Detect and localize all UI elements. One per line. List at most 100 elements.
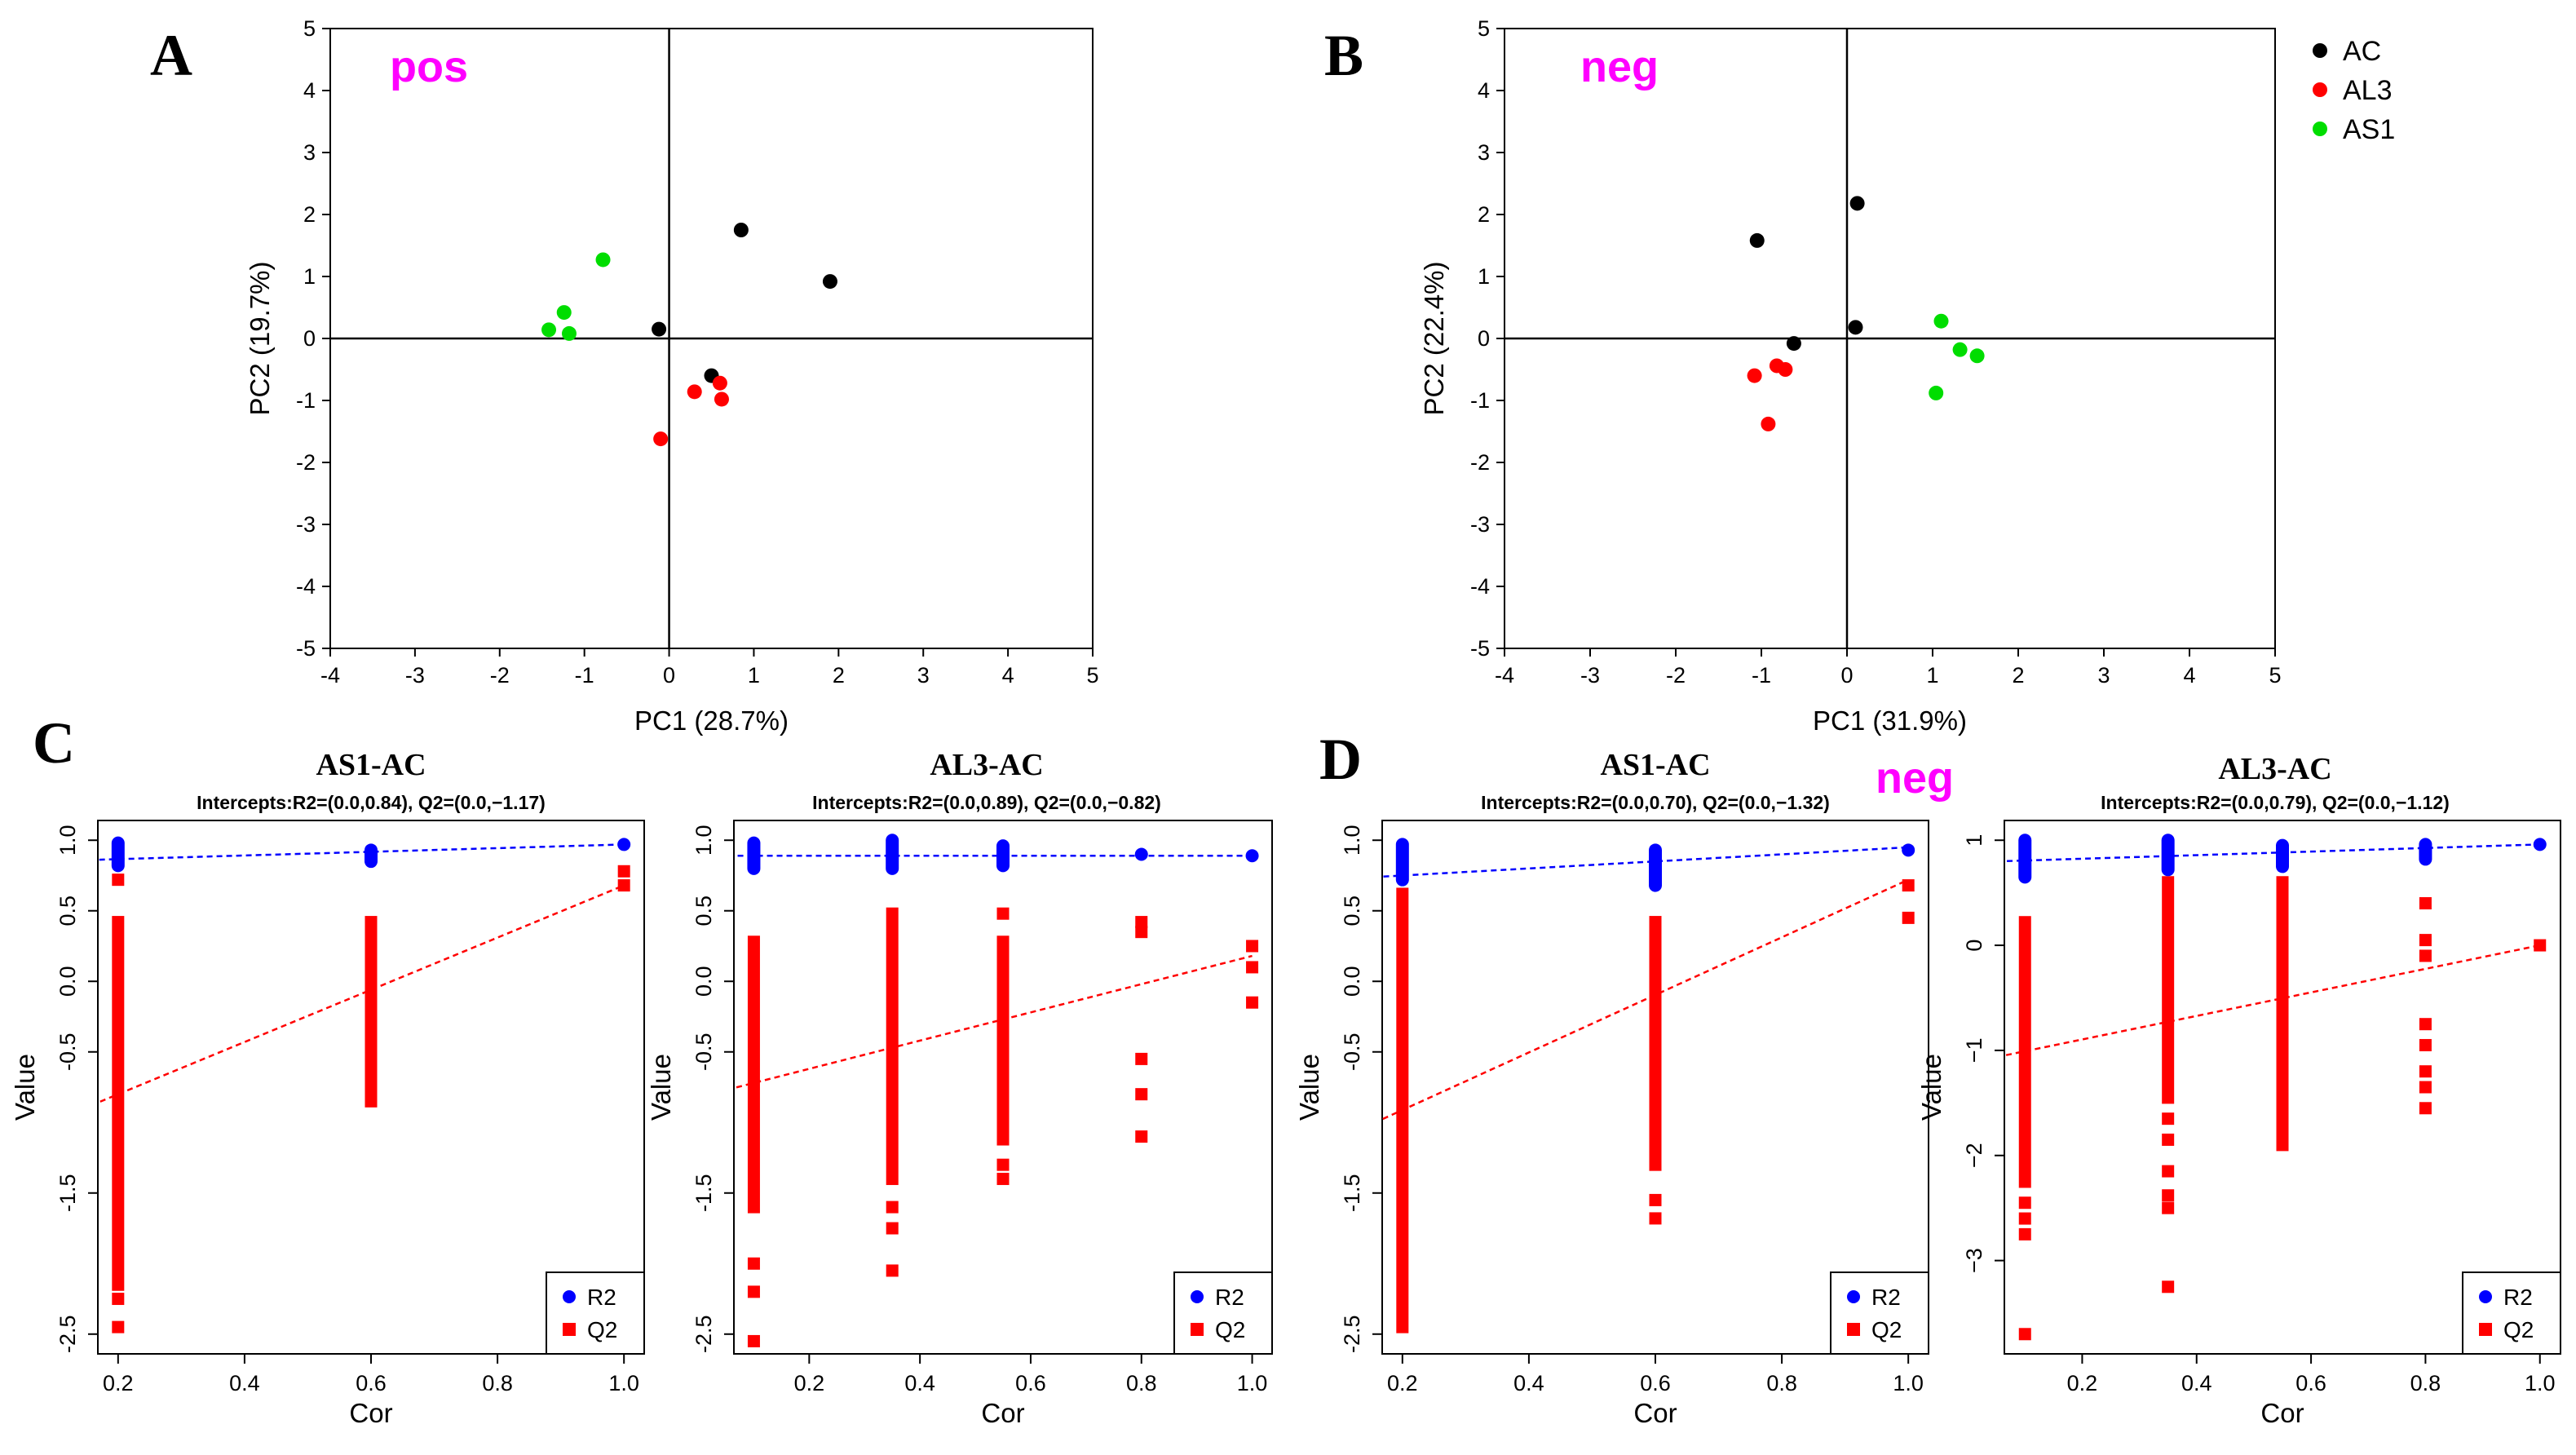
q2-point xyxy=(747,1285,760,1298)
plot-intercepts: Intercepts:R2=(0.0,0.70), Q2=(0.0,−1.32) xyxy=(1481,792,1830,813)
x-tick-label: 3 xyxy=(917,663,930,688)
q2-point-column xyxy=(996,935,1010,1146)
x-tick-label: 0 xyxy=(663,663,675,688)
legend-marker-q2 xyxy=(2479,1323,2492,1336)
q2-point xyxy=(996,1158,1010,1171)
x-axis-label: Cor xyxy=(349,1398,392,1428)
x-tick-label: 0.4 xyxy=(229,1371,260,1395)
legend-box xyxy=(1830,1271,1929,1355)
q2-point xyxy=(996,907,1010,920)
x-tick-label: 0.6 xyxy=(1640,1371,1671,1395)
r2-point-column xyxy=(365,843,378,869)
x-tick-label: 1 xyxy=(748,663,760,688)
permutation-panel-D1: 0.2 0.4 0.6 0.8 1.0 1.0 0.5 0.0 -0.5 -1.5 -2.5 Cor V… xyxy=(1294,727,1929,1428)
r2-point-column xyxy=(2419,838,2432,866)
ion-mode-label: neg xyxy=(1876,754,1954,803)
score-point-as1 xyxy=(1969,348,1985,364)
q2-point xyxy=(2018,1227,2031,1241)
score-point-ac xyxy=(1849,196,1865,211)
score-point-ac xyxy=(1848,320,1863,335)
score-point-ac xyxy=(1786,336,1801,352)
panel-label: D xyxy=(1319,727,1362,792)
legend-label-r2: R2 xyxy=(1215,1285,1244,1310)
q2-point xyxy=(2534,939,2547,952)
legend-marker-as1 xyxy=(2313,122,2327,136)
legend-label-q2: Q2 xyxy=(587,1317,617,1342)
y-tick-label: 0.0 xyxy=(691,966,716,997)
score-point-as1 xyxy=(541,322,557,338)
score-point-as1 xyxy=(1952,342,1968,357)
q2-point xyxy=(886,1264,899,1277)
r2-point-column xyxy=(2018,834,2032,884)
plot-frame xyxy=(733,820,1273,1355)
q2-point-column xyxy=(2276,876,2289,1152)
plot-title: AL3-AC xyxy=(2218,752,2331,786)
y-tick-label: −2 xyxy=(1962,1143,1986,1168)
x-tick-label: 1.0 xyxy=(2525,1371,2556,1395)
q2-point xyxy=(1649,1193,1662,1206)
y-tick-label: -3 xyxy=(1470,512,1490,537)
score-point-al3 xyxy=(712,375,727,391)
plot-title: AL3-AC xyxy=(930,748,1043,782)
r2-point xyxy=(1245,849,1259,863)
y-axis-label: Value xyxy=(1916,1054,1946,1121)
ion-mode-label: neg xyxy=(1580,42,1659,91)
y-tick-label: -1 xyxy=(296,388,316,413)
r2-point-column xyxy=(886,834,899,875)
y-tick-label: 4 xyxy=(303,78,316,103)
score-point-al3 xyxy=(1747,368,1762,383)
q2-point xyxy=(112,1293,125,1306)
q2-point xyxy=(1135,926,1148,939)
legend-marker-r2 xyxy=(563,1290,576,1303)
q2-point xyxy=(2018,1196,2031,1210)
q2-point xyxy=(747,1257,760,1270)
plot-area xyxy=(2004,834,2547,1341)
q2-point xyxy=(2162,1133,2175,1146)
q2-point xyxy=(2162,1280,2175,1294)
legend-marker-r2 xyxy=(1191,1290,1204,1303)
x-axis-label: Cor xyxy=(981,1398,1024,1428)
q2-regression-line xyxy=(2004,944,2540,1057)
q2-point xyxy=(365,1088,378,1101)
y-tick-label: 1 xyxy=(1962,834,1986,847)
q2-point xyxy=(1135,1088,1148,1101)
x-tick-label: 5 xyxy=(1086,663,1098,688)
y-tick-label: -3 xyxy=(296,512,316,537)
x-tick-label: 0.2 xyxy=(794,1371,825,1395)
q2-point xyxy=(1246,996,1259,1009)
x-tick-label: 4 xyxy=(2183,663,2195,688)
r2-point-column xyxy=(747,836,761,875)
panel-label: A xyxy=(150,23,192,88)
x-tick-label: 1.0 xyxy=(1893,1371,1924,1395)
y-tick-label: 0 xyxy=(303,326,316,351)
permutation-panel-C2: 0.2 0.4 0.6 0.8 1.0 1.0 0.5 0.0 -0.5 -1.5 -2.5 Cor V… xyxy=(646,748,1273,1428)
y-tick-label: 3 xyxy=(1478,140,1490,165)
q2-point xyxy=(2419,1018,2432,1031)
x-axis-label: Cor xyxy=(1633,1398,1677,1428)
q2-point xyxy=(1649,1212,1662,1225)
y-tick-label: 5 xyxy=(303,16,316,41)
y-tick-label: -2 xyxy=(296,450,316,475)
ion-mode-label: pos xyxy=(390,42,468,91)
legend-label-r2: R2 xyxy=(2503,1285,2533,1310)
r2-point xyxy=(617,838,631,851)
x-tick-label: -2 xyxy=(490,663,510,688)
y-tick-label: 0 xyxy=(1478,326,1490,351)
x-tick-label: 0.6 xyxy=(2295,1371,2326,1395)
q2-point xyxy=(2419,934,2432,947)
x-tick-label: -4 xyxy=(1495,663,1514,688)
q2-regression-line xyxy=(734,954,1253,1090)
legend-marker-al3 xyxy=(2313,82,2327,97)
x-tick-label: 5 xyxy=(2269,663,2281,688)
x-tick-label: 1 xyxy=(1926,663,1938,688)
x-tick-label: -2 xyxy=(1666,663,1686,688)
plot-frame xyxy=(2004,820,2561,1355)
r2-point-column xyxy=(1649,843,1662,892)
panel-label: B xyxy=(1324,23,1363,88)
score-point-al3 xyxy=(1761,416,1776,431)
q2-point-column xyxy=(1396,887,1409,1333)
x-tick-label: -3 xyxy=(405,663,425,688)
r2-point xyxy=(1902,843,1915,857)
score-point-al3 xyxy=(653,431,669,447)
